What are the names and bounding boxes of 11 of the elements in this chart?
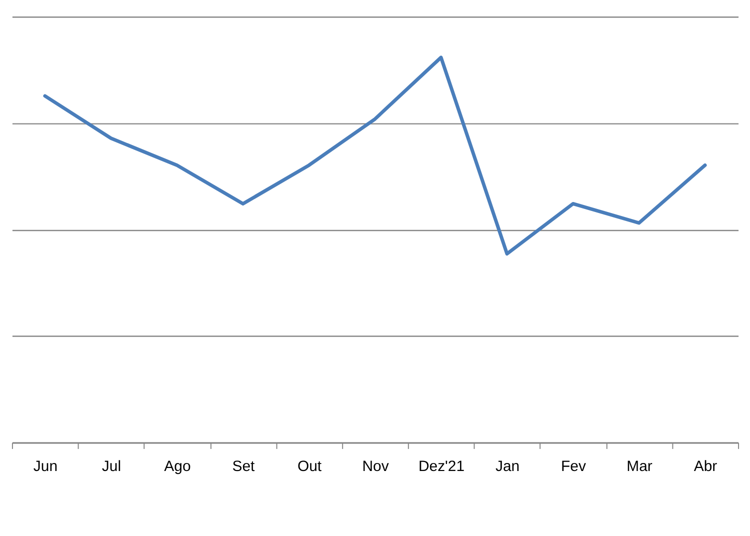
x-tick-label: Set bbox=[232, 458, 256, 475]
x-tick-label: Jan bbox=[495, 458, 520, 475]
x-tick-label: Out bbox=[297, 458, 322, 475]
x-tick-label: Mar bbox=[626, 458, 652, 475]
x-tick-label: Jul bbox=[102, 458, 122, 475]
x-tick-label: Jun bbox=[33, 458, 58, 475]
x-tick-label: Ago bbox=[164, 458, 191, 475]
x-tick-label: Abr bbox=[694, 458, 718, 475]
x-tick-label: Dez'21 bbox=[418, 458, 465, 475]
x-tick-label: Fev bbox=[561, 458, 586, 475]
x-tick-label: Nov bbox=[362, 458, 390, 475]
